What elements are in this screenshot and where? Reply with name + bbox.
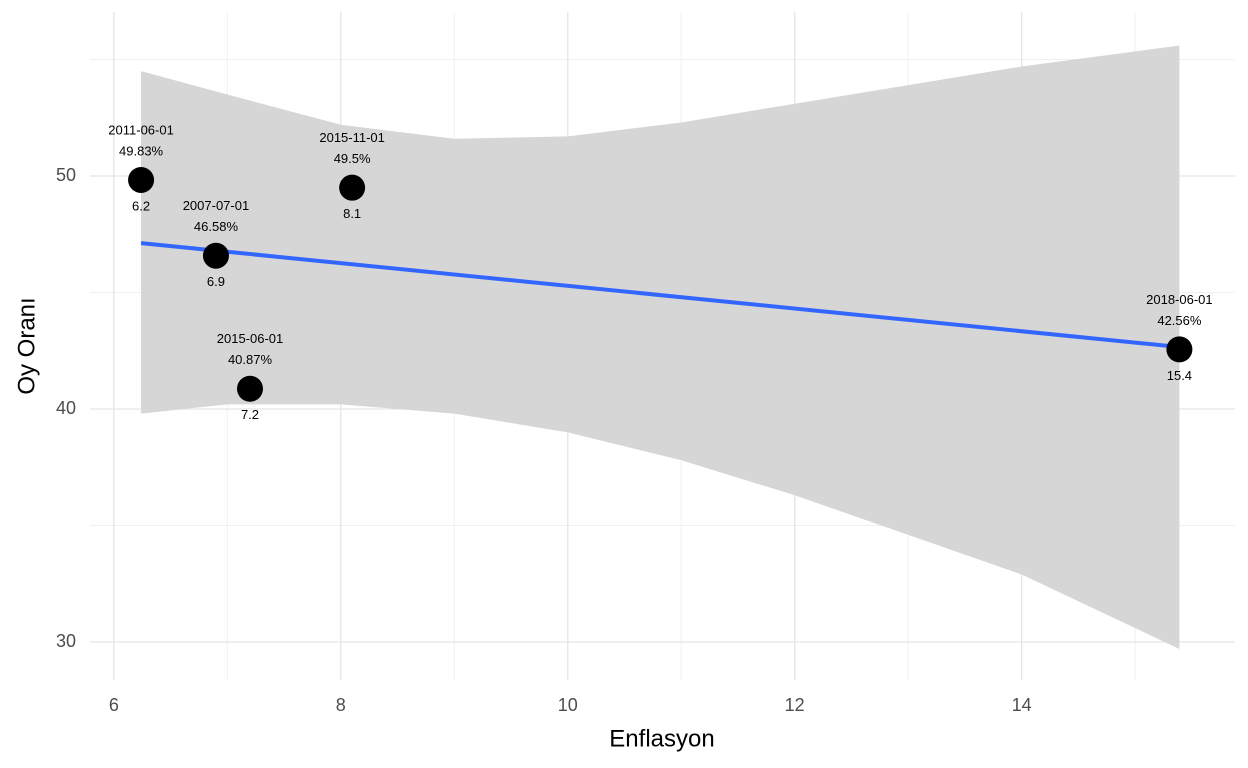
x-tick-label: 8	[336, 695, 346, 715]
point	[202, 242, 229, 269]
point-value-label: 46.58%	[194, 219, 239, 234]
x-axis-title: Enflasyon	[609, 725, 714, 752]
point-value-label: 42.56%	[1157, 313, 1202, 328]
y-tick-label: 40	[56, 398, 76, 418]
fit-line	[140, 241, 1180, 350]
point	[1166, 336, 1193, 363]
point-x-label: 15.4	[1167, 368, 1192, 383]
point	[339, 174, 366, 201]
point-x-label: 8.1	[343, 206, 361, 221]
point-date-label: 2015-06-01	[217, 331, 284, 346]
point-value-label: 40.87%	[228, 352, 273, 367]
x-tick-label: 6	[109, 695, 119, 715]
point-date-label: 2011-06-01	[108, 122, 174, 137]
confidence-band	[141, 45, 1180, 650]
point-x-label: 7.2	[241, 407, 259, 422]
point	[128, 166, 155, 193]
point	[237, 375, 264, 402]
point-x-label: 6.9	[207, 274, 225, 289]
point-x-label: 6.2	[132, 198, 150, 213]
x-tick-label: 10	[558, 695, 578, 715]
point-date-label: 2007-07-01	[183, 198, 250, 213]
point-date-label: 2015-11-01	[319, 130, 385, 145]
x-tick-label: 12	[785, 695, 805, 715]
y-tick-label: 50	[56, 165, 76, 185]
point-value-label: 49.5%	[334, 151, 371, 166]
x-tick-label: 14	[1012, 695, 1032, 715]
y-axis-title: Oy Oranı	[13, 297, 40, 394]
point-value-label: 49.83%	[119, 143, 164, 158]
y-tick-label: 30	[56, 631, 76, 651]
point-date-label: 2018-06-01	[1146, 292, 1213, 307]
